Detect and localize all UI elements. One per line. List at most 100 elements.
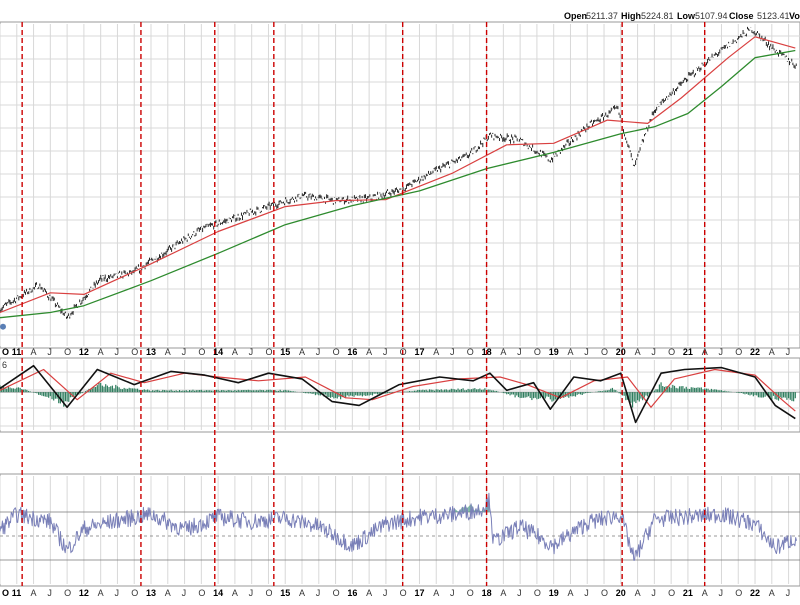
close-label: Close: [729, 11, 754, 21]
rsi-panel: [0, 492, 800, 561]
macd-signal-line: [0, 368, 796, 412]
rsi-line: [0, 492, 797, 561]
axis-month-label: A: [299, 347, 305, 357]
axis-month-label: A: [567, 588, 573, 598]
axis-month-label: A: [635, 347, 641, 357]
axis-month-label: O: [400, 588, 407, 598]
event-lines: [21, 22, 706, 586]
rsi-panel-frame: [0, 473, 800, 587]
axis-month-label: A: [165, 347, 171, 357]
axis-year-label: 11: [12, 347, 22, 357]
axis-month-label: O: [198, 588, 205, 598]
axis-month-label: A: [702, 347, 708, 357]
axis-month-label: O: [265, 347, 272, 357]
axis-month-label: O: [131, 588, 138, 598]
axis-month-label: O: [400, 347, 407, 357]
axis-year-label: 21: [683, 347, 693, 357]
axis-month-label: J: [718, 588, 723, 598]
axis-month-label: O: [198, 347, 205, 357]
axis-year-label: 19: [549, 588, 559, 598]
axis-month-label: J: [651, 347, 656, 357]
axis-year-label: 18: [482, 588, 492, 598]
axis-month-label: A: [232, 588, 238, 598]
panel-frames: [0, 21, 800, 587]
open-value: 5211.37: [586, 11, 618, 21]
axis-month-label: J: [249, 588, 254, 598]
low-value: 5107.94: [695, 11, 728, 21]
axis-month-label: O: [601, 588, 608, 598]
macd-top-label: 6: [2, 360, 7, 370]
axis-month-label: J: [584, 588, 589, 598]
axis-month-label: J: [517, 588, 522, 598]
axis-year-label: 21: [683, 588, 693, 598]
axis-year-label: 15: [280, 347, 290, 357]
axis-month-label: J: [651, 588, 656, 598]
axis-month-label: A: [31, 588, 37, 598]
axis-month-label: J: [316, 588, 321, 598]
axis-month-label: A: [769, 588, 775, 598]
close-value: 5123.41: [757, 11, 790, 21]
axis-month-label: J: [450, 347, 455, 357]
price-bars: [0, 26, 797, 319]
price-panel-frame: [0, 21, 800, 349]
axis-month-label: O: [265, 588, 272, 598]
axis-month-label: O: [467, 347, 474, 357]
axis-month-label: O: [64, 588, 71, 598]
axis-month-label: J: [450, 588, 455, 598]
axis-year-label: 16: [347, 347, 357, 357]
axis-month-label: A: [567, 347, 573, 357]
axis-year-label: 20: [616, 588, 626, 598]
axis-month-label: J: [47, 347, 52, 357]
low-label: Low: [677, 11, 696, 21]
axis-month-label: A: [98, 347, 104, 357]
axis-month-label: O: [467, 588, 474, 598]
axis-month-label: J: [517, 347, 522, 357]
axis-month-label: J: [47, 588, 52, 598]
high-value: 5224.81: [641, 11, 674, 21]
axis-month-label: J: [383, 347, 388, 357]
axis-year-label: 17: [414, 588, 424, 598]
axis-month-label: J: [249, 347, 254, 357]
axis-month-label: O: [601, 347, 608, 357]
macd-line: [0, 364, 796, 424]
axis-month-label: O: [64, 347, 71, 357]
axis-year-label: 14: [213, 347, 223, 357]
axis-month-label: A: [31, 347, 37, 357]
axis-month-label: O: [668, 347, 675, 357]
axis-month-label: A: [635, 588, 641, 598]
axis-month-label: A: [433, 347, 439, 357]
axis-year-label: 13: [146, 347, 156, 357]
axis-year-label: 15: [280, 588, 290, 598]
axis-month-label: A: [433, 588, 439, 598]
axis-labels-bottom: O 11 A J O 12 A J O 13 A J O 14 A J O 15 A J O 16 A J O 17 A J O 18 A…: [2, 588, 790, 598]
axis-year-label: 19: [549, 347, 559, 357]
axis-month-label: J: [182, 347, 187, 357]
axis-labels-mid: O 11 A J O 12 A J O 13 A J O 14 A J O 15 A J O 16 A J O 17 A J O 18 A…: [2, 347, 790, 357]
macd-panel-frame: [0, 357, 800, 433]
axis-month-label: A: [366, 347, 372, 357]
axis-year-label: 14: [213, 588, 223, 598]
moving-average-short-line: [0, 36, 796, 314]
axis-year-label: 12: [79, 588, 89, 598]
axis-month-label: O: [735, 588, 742, 598]
axis-month-label: A: [702, 588, 708, 598]
axis-year-label: 18: [482, 347, 492, 357]
axis-year-label: 22: [750, 588, 760, 598]
axis-month-label: O: [333, 588, 340, 598]
axis-month-label: J: [114, 588, 119, 598]
moving-average-long-line: [0, 49, 796, 319]
axis-month-label: O: [131, 347, 138, 357]
axis-year-label: 22: [750, 347, 760, 357]
axis-year-label: 20: [616, 347, 626, 357]
axis-month-label: O: [534, 588, 541, 598]
axis-month-label: A: [366, 588, 372, 598]
axis-month-label: J: [114, 347, 119, 357]
axis-year-label: 16: [347, 588, 357, 598]
axis-start-label: O: [2, 347, 9, 357]
axis-month-label: O: [735, 347, 742, 357]
volume-label: Vo: [789, 11, 800, 21]
axis-month-label: J: [316, 347, 321, 357]
price-start-marker: [0, 323, 6, 330]
axis-month-label: J: [786, 588, 791, 598]
